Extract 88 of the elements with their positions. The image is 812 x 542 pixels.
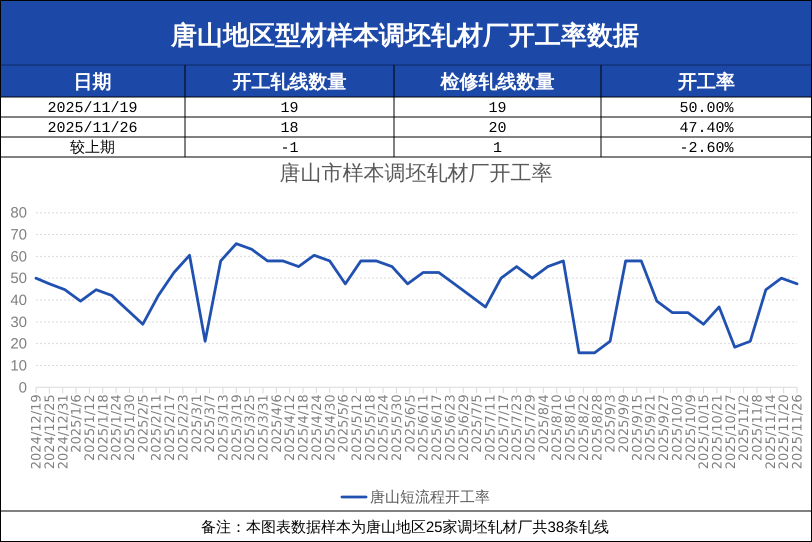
x-tick-label: 2025/5/6	[336, 394, 352, 453]
text: 18	[280, 120, 299, 137]
x-tick-label: 2025/7/5	[470, 394, 486, 453]
x-tick-label: 2025/3/13	[216, 394, 232, 461]
x-tick-label: 2025/4/24	[310, 394, 325, 461]
y-tick-label: 70	[10, 226, 27, 244]
x-tick-label: 2024/12/25	[42, 394, 58, 470]
x-tick-label: 2025/9/21	[644, 394, 659, 461]
x-tick-label: 2025/8/4	[536, 394, 552, 453]
x-tick-label: 2025/1/6	[70, 394, 85, 453]
x-tick-label: 2024/12/19	[30, 394, 45, 470]
x-tick-label: 2025/11/20	[777, 394, 792, 470]
x-tick-label: 2025/1/18	[96, 394, 112, 461]
x-tick-label: 2025/10/9	[684, 394, 699, 461]
x-tick-label: 2025/3/19	[230, 394, 245, 461]
x-tick-label: 2025/11/8	[750, 394, 766, 461]
text: 20	[488, 120, 507, 137]
text: 2025/11/26	[47, 120, 138, 137]
x-tick-label: 2025/4/12	[283, 394, 298, 461]
x-tick-label: 2025/1/30	[123, 394, 138, 461]
x-tick-label: 2025/11/26	[790, 394, 806, 470]
y-tick-label: 50	[10, 270, 27, 288]
text: 较上期	[70, 139, 115, 157]
x-tick-label: 2025/4/18	[296, 394, 312, 461]
x-tick-label: 2025/8/22	[576, 394, 592, 461]
x-tick-label: 2025/11/14	[764, 394, 779, 470]
y-tick-label: 10	[10, 357, 27, 374]
x-tick-label: 2025/3/1	[190, 394, 205, 453]
x-tick-label: 2025/8/10	[550, 394, 566, 461]
x-tick-label: 2025/7/29	[524, 394, 539, 461]
x-tick-label: 2025/3/31	[256, 394, 272, 461]
y-tick-label: 20	[10, 336, 27, 353]
text: 备注：本图表数据样本为唐山地区25家调坯轧材厂共38条轧线	[200, 519, 610, 536]
x-tick-label: 2025/10/3	[670, 394, 686, 461]
legend-label: 唐山短流程开工率	[370, 489, 490, 506]
x-tick-label: 2025/10/21	[710, 394, 726, 470]
x-tick-label: 2025/8/16	[564, 394, 579, 461]
x-tick-label: 2025/5/12	[350, 394, 365, 461]
y-tick-label: 40	[10, 292, 27, 309]
x-tick-label: 2025/5/24	[376, 394, 392, 461]
x-tick-label: 2025/9/3	[604, 394, 619, 453]
x-tick-label: 2025/8/28	[590, 394, 606, 461]
text: 47.40%	[679, 120, 734, 137]
x-tick-label: 2025/10/15	[697, 394, 712, 470]
text: 唐山地区型材样本调坯轧材厂开工率数据	[170, 20, 639, 50]
text: 开工轧线数量	[232, 71, 346, 93]
x-tick-label: 2025/9/9	[616, 394, 632, 453]
x-tick-label: 2025/1/12	[82, 394, 98, 461]
x-tick-label: 2025/5/30	[390, 394, 406, 461]
y-tick-label: 0	[18, 379, 27, 396]
text: 检修轧线数量	[440, 71, 554, 93]
text: 开工率	[677, 71, 735, 93]
text: 1	[492, 140, 502, 157]
x-tick-label: 2025/6/23	[443, 394, 458, 461]
x-tick-label: 2025/4/6	[270, 394, 285, 453]
x-tick-label: 2025/2/23	[176, 394, 192, 461]
x-tick-label: 2025/11/2	[737, 394, 752, 461]
text: -1	[280, 140, 299, 157]
text: 2025/11/19	[47, 100, 138, 117]
line-series	[34, 242, 798, 354]
x-tick-label: 2025/7/23	[510, 394, 526, 461]
x-tick-label: 2025/3/25	[243, 394, 258, 461]
x-tick-label: 2025/9/15	[630, 394, 646, 461]
x-tick-label: 2025/7/11	[483, 394, 498, 461]
x-tick-label: 2025/5/18	[363, 394, 378, 461]
x-tick-label: 2025/7/17	[496, 394, 512, 461]
text: 19	[488, 100, 507, 117]
x-tick-label: 2025/2/11	[150, 394, 165, 461]
y-tick-label: 80	[10, 204, 27, 222]
x-tick-label: 2025/1/24	[110, 394, 125, 461]
y-tick-label: 60	[10, 248, 27, 266]
x-tick-label: 2025/10/27	[724, 394, 739, 470]
x-tick-label: 2025/3/7	[203, 394, 218, 453]
chart-title: 唐山市样本调坯轧材厂开工率	[280, 162, 552, 185]
text: 19	[280, 100, 299, 117]
x-tick-label: 2025/6/29	[456, 394, 472, 461]
text: 50.00%	[679, 100, 734, 117]
x-tick-label: 2025/2/5	[136, 394, 152, 453]
x-tick-label: 2025/4/30	[323, 394, 338, 461]
text: 日期	[74, 72, 112, 93]
x-tick-label: 2025/6/5	[403, 394, 418, 453]
text: -2.60%	[679, 140, 734, 157]
y-tick-label: 30	[10, 314, 27, 331]
x-tick-label: 2024/12/31	[56, 394, 72, 470]
x-tick-label: 2025/6/11	[416, 394, 432, 461]
x-tick-label: 2025/2/17	[163, 394, 178, 461]
x-tick-label: 2025/6/17	[430, 394, 446, 461]
x-tick-label: 2025/9/27	[657, 394, 672, 461]
